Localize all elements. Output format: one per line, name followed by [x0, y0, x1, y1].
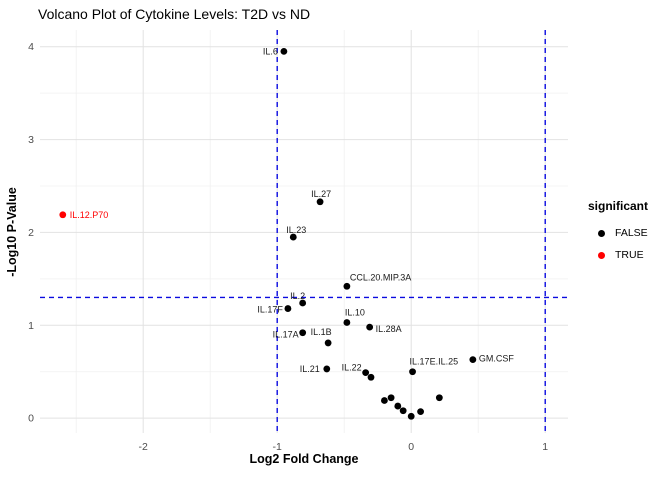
x-tick-label: -1 — [273, 441, 282, 453]
point-label-IL.12.P70: IL.12.P70 — [70, 210, 109, 220]
point-label-IL.17E.IL.25: IL.17E.IL.25 — [410, 357, 459, 367]
y-axis-title: -Log10 P-Value — [5, 187, 19, 277]
point-label-IL.2: IL.2 — [290, 291, 305, 301]
data-point-IL.12.P70 — [59, 211, 67, 219]
point-label-IL.6: IL.6 — [263, 46, 278, 56]
data-point — [394, 402, 402, 410]
point-label-IL.21: IL.21 — [300, 364, 320, 374]
point-label-IL.10: IL.10 — [345, 308, 365, 318]
data-point-IL.2 — [299, 299, 307, 307]
data-point-IL.27 — [316, 198, 324, 206]
legend-label-false: FALSE — [615, 227, 648, 239]
point-label-CCL.20.MIP.3A: CCL.20.MIP.3A — [350, 272, 411, 282]
data-point-IL.22 — [362, 369, 370, 377]
point-label-IL.22: IL.22 — [342, 363, 362, 373]
point-label-IL.17A: IL.17A — [273, 330, 299, 340]
y-tick-label: 1 — [28, 320, 34, 332]
x-axis-title: Log2 Fold Change — [249, 452, 359, 466]
y-tick-label: 0 — [28, 413, 34, 425]
data-point — [407, 412, 415, 420]
legend-dot-false-icon — [598, 229, 605, 237]
data-point — [417, 408, 424, 416]
data-point-IL.21 — [323, 365, 331, 373]
legend-item-false: FALSE — [588, 222, 648, 244]
legend-title: significant — [588, 199, 649, 213]
data-point — [367, 373, 375, 381]
x-tick-label: 0 — [408, 441, 414, 453]
x-tick-label: -2 — [139, 441, 148, 453]
point-label-IL.23: IL.23 — [286, 225, 306, 235]
data-point — [381, 397, 388, 404]
legend-label-true: TRUE — [615, 249, 644, 261]
data-point-GM.CSF — [469, 356, 477, 364]
data-point-CCL.20.MIP.3A — [343, 282, 351, 290]
data-point-IL.1B — [324, 339, 332, 347]
data-point-IL.28A — [366, 323, 374, 331]
y-tick-label: 3 — [28, 134, 34, 146]
data-point-IL.17E.IL.25 — [409, 368, 416, 376]
y-tick-label: 4 — [28, 41, 34, 53]
data-point-IL.17F — [284, 305, 292, 312]
chart-title: Volcano Plot of Cytokine Levels: T2D vs … — [38, 6, 311, 22]
point-label-IL.27: IL.27 — [311, 189, 331, 199]
point-label-IL.28A: IL.28A — [376, 324, 402, 334]
x-tick-label: 1 — [542, 441, 548, 453]
data-point-IL.10 — [343, 319, 351, 326]
data-point — [399, 407, 407, 415]
point-label-IL.17F: IL.17F — [257, 305, 283, 315]
data-point — [435, 394, 443, 402]
legend-item-true: TRUE — [588, 244, 648, 266]
y-tick-label: 2 — [28, 227, 34, 239]
data-point-IL.6 — [280, 47, 288, 55]
data-point-IL.17A — [299, 329, 307, 337]
legend-dot-true-icon — [598, 251, 605, 259]
point-label-IL.1B: IL.1B — [311, 327, 332, 337]
data-point — [387, 394, 395, 402]
point-label-GM.CSF: GM.CSF — [479, 354, 515, 364]
data-point-IL.23 — [289, 233, 297, 241]
legend: significant FALSE TRUE — [588, 199, 648, 266]
